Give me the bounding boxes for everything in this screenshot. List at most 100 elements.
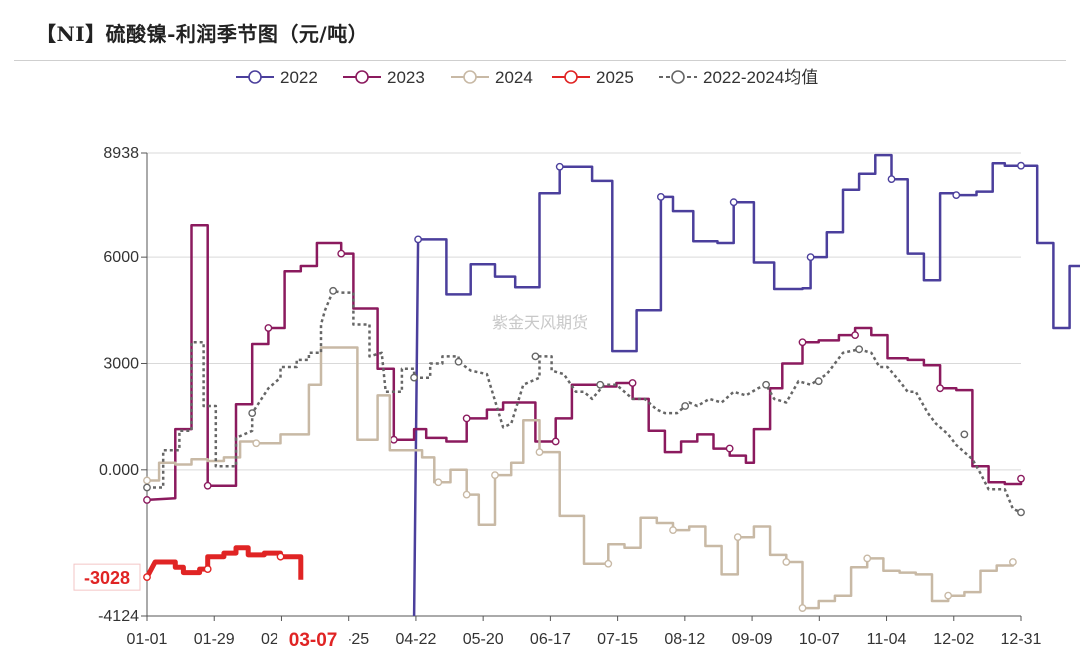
legend-label: 2022 (280, 68, 318, 87)
data-point (960, 430, 969, 439)
data-point (454, 357, 463, 366)
legend-item: 2022-2024均值 (659, 68, 818, 87)
data-point (264, 324, 273, 332)
legend-marker (564, 70, 578, 84)
x-tick-label: 12-31 (1001, 631, 1042, 648)
data-point (733, 533, 742, 542)
data-point (814, 377, 823, 386)
data-point (143, 496, 151, 504)
series-2025 (143, 545, 304, 582)
data-point (248, 409, 257, 418)
chart-title: 【NI】硫酸镍-利润季节图（元/吨） (36, 22, 369, 46)
series-2024 (143, 346, 1017, 612)
data-point (143, 573, 151, 582)
legend-label: 2022-2024均值 (703, 68, 818, 87)
series-line (147, 289, 1022, 514)
data-point (491, 471, 499, 480)
data-point (596, 380, 605, 389)
data-point (1017, 508, 1025, 517)
data-point (143, 483, 151, 492)
legend-item: 2023 (343, 68, 425, 87)
data-point (1009, 558, 1017, 566)
data-point (143, 476, 151, 485)
data-point (762, 380, 770, 389)
data-point (952, 191, 961, 200)
x-tick-label: 11-04 (867, 631, 907, 648)
x-axis-tick-labels: 01-0101-2902-2603-2504-2205-2006-1707-15… (127, 616, 1042, 648)
legend-label: 2024 (495, 68, 533, 87)
data-point (414, 235, 423, 244)
y-tick-label: 0.000 (99, 462, 139, 479)
data-point (410, 373, 418, 382)
data-point (337, 249, 346, 258)
legend: 2022 2023 2024 2025 2022-2024均值 (236, 68, 818, 87)
legend-marker (248, 70, 262, 84)
x-tick-label: 01-29 (194, 631, 235, 648)
data-point (462, 490, 471, 499)
legend-item: 2024 (451, 68, 533, 87)
series-lines (143, 153, 1080, 617)
y-highlight-box (73, 563, 141, 591)
x-tick-label: 05-20 (463, 631, 504, 648)
y-tick-label: 8938 (103, 145, 139, 162)
axes (146, 153, 1021, 617)
data-point (729, 198, 738, 207)
series-2023 (143, 223, 1025, 504)
y-tick-label: -4124 (98, 608, 139, 625)
series-line (147, 346, 1015, 610)
legend-label: 2023 (387, 68, 425, 87)
series-line (412, 153, 1080, 617)
data-point (1017, 474, 1025, 483)
data-point (656, 192, 665, 201)
data-point (203, 565, 212, 573)
data-point (531, 352, 540, 361)
data-point (389, 435, 398, 444)
title-divider (14, 60, 1066, 61)
data-point (276, 552, 285, 561)
series-2022 (412, 153, 1080, 617)
watermark: 紫金天风期货 (492, 313, 588, 332)
data-point (329, 286, 338, 295)
legend-item: 2025 (552, 68, 634, 87)
data-point (203, 481, 212, 490)
x-tick-label: 07-15 (597, 631, 638, 648)
data-point (1017, 161, 1025, 170)
x-tick-label: 09-09 (732, 631, 773, 648)
data-point (798, 338, 807, 347)
y-tick-label: 3000 (103, 355, 139, 372)
data-point (681, 402, 690, 410)
x-tick-label: 10-07 (799, 631, 840, 648)
data-point (434, 478, 443, 487)
data-point (798, 604, 807, 612)
data-point (851, 331, 860, 340)
data-point (604, 559, 613, 568)
data-point (555, 162, 564, 171)
legend-item: 2022 (236, 68, 318, 87)
data-point (936, 384, 944, 393)
data-point (725, 444, 734, 453)
data-point (863, 554, 872, 563)
data-point (551, 437, 560, 446)
x-highlight-box (277, 622, 350, 654)
series-2022-2024均值 (143, 286, 1025, 517)
data-point (535, 448, 544, 456)
series-line (144, 545, 304, 580)
data-point (462, 414, 471, 423)
data-point (252, 439, 261, 448)
x-tick-label: 01-01 (127, 631, 168, 648)
series-line (146, 223, 1023, 502)
x-tick-label: 12-02 (933, 631, 974, 648)
highlight-labels: -3028 03-07 (73, 563, 350, 654)
legend-marker (463, 70, 477, 84)
y-axis-tick-labels: 8938 6000 3000 0.000 -4124 (98, 145, 139, 625)
x-highlight-label: 03-07 (289, 630, 338, 651)
x-tick-label: 06-17 (530, 631, 571, 648)
x-tick-label: 04-22 (395, 631, 436, 648)
y-highlight-label: -3028 (84, 568, 130, 588)
data-point (782, 558, 791, 566)
data-point (628, 379, 637, 387)
data-point (887, 175, 896, 184)
legend-label: 2025 (596, 68, 634, 87)
data-point (806, 253, 815, 262)
